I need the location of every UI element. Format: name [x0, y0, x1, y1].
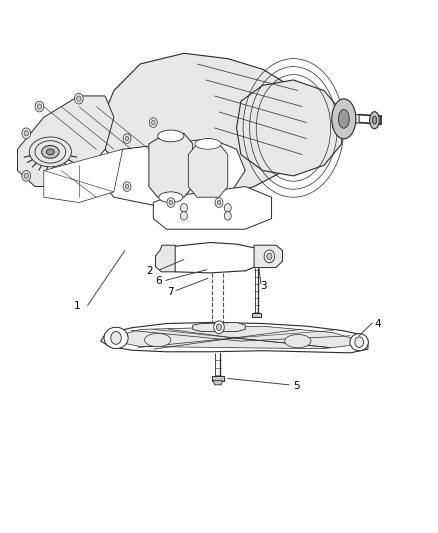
- Text: 5: 5: [293, 381, 300, 391]
- Ellipse shape: [46, 149, 54, 155]
- Ellipse shape: [332, 99, 356, 139]
- Circle shape: [22, 128, 31, 139]
- Circle shape: [264, 250, 275, 263]
- Circle shape: [24, 131, 28, 136]
- Polygon shape: [155, 245, 175, 272]
- Polygon shape: [254, 245, 283, 268]
- Ellipse shape: [159, 192, 183, 203]
- Polygon shape: [162, 243, 263, 273]
- Polygon shape: [237, 80, 342, 176]
- Circle shape: [224, 212, 231, 220]
- Circle shape: [224, 204, 231, 212]
- Polygon shape: [188, 144, 228, 197]
- Circle shape: [123, 134, 131, 143]
- Ellipse shape: [195, 139, 221, 149]
- Circle shape: [180, 212, 187, 220]
- Circle shape: [77, 96, 81, 101]
- Text: 4: 4: [374, 319, 381, 329]
- Circle shape: [35, 101, 44, 112]
- Text: 7: 7: [166, 287, 173, 296]
- Circle shape: [22, 171, 31, 181]
- Circle shape: [111, 332, 121, 344]
- Ellipse shape: [35, 141, 66, 163]
- Circle shape: [123, 182, 131, 191]
- Circle shape: [152, 120, 155, 125]
- Ellipse shape: [285, 335, 311, 348]
- Circle shape: [216, 324, 222, 330]
- Circle shape: [125, 136, 129, 141]
- Polygon shape: [101, 322, 368, 353]
- Circle shape: [167, 198, 175, 207]
- Polygon shape: [333, 115, 359, 128]
- Polygon shape: [213, 381, 223, 385]
- Text: 6: 6: [155, 277, 162, 286]
- Polygon shape: [149, 133, 193, 197]
- Ellipse shape: [370, 112, 379, 129]
- Circle shape: [24, 173, 28, 179]
- Polygon shape: [193, 322, 245, 332]
- Circle shape: [217, 200, 221, 205]
- Ellipse shape: [350, 334, 368, 351]
- Circle shape: [37, 104, 42, 109]
- Ellipse shape: [158, 130, 184, 142]
- Circle shape: [215, 198, 223, 207]
- Ellipse shape: [372, 116, 377, 124]
- Polygon shape: [252, 313, 261, 317]
- Circle shape: [355, 337, 364, 348]
- Ellipse shape: [338, 110, 350, 128]
- Ellipse shape: [104, 327, 128, 349]
- Polygon shape: [118, 326, 350, 349]
- Ellipse shape: [42, 146, 59, 158]
- Circle shape: [169, 200, 173, 205]
- Text: 2: 2: [146, 266, 153, 276]
- Ellipse shape: [145, 334, 171, 346]
- Polygon shape: [153, 187, 272, 229]
- Circle shape: [180, 204, 187, 212]
- Polygon shape: [44, 149, 123, 203]
- Polygon shape: [101, 53, 315, 197]
- Text: 3: 3: [260, 281, 267, 290]
- Polygon shape: [96, 139, 245, 208]
- Circle shape: [214, 321, 224, 334]
- Polygon shape: [212, 376, 224, 381]
- Circle shape: [149, 118, 157, 127]
- Circle shape: [267, 253, 272, 260]
- Polygon shape: [18, 96, 114, 187]
- Circle shape: [74, 93, 83, 104]
- Circle shape: [125, 184, 129, 189]
- Text: 1: 1: [73, 302, 80, 311]
